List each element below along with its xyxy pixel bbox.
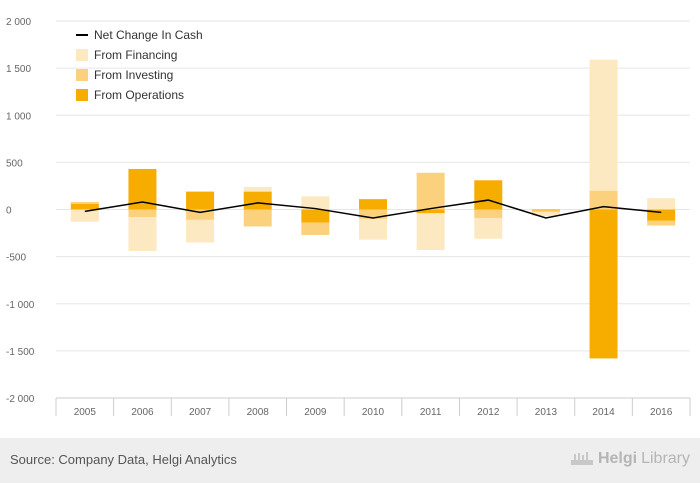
bar-from-financing — [359, 218, 387, 240]
bar-from-operations — [186, 191, 215, 210]
bar-from-operations — [531, 209, 560, 211]
y-tick-label: -500 — [6, 253, 26, 264]
y-tick-label: 0 — [6, 206, 12, 217]
brand-logo: Helgi Library — [570, 450, 690, 468]
bar-from-investing — [647, 220, 676, 226]
y-tick-label: 1 000 — [6, 111, 31, 122]
bar-from-investing — [589, 190, 618, 210]
bar-from-financing — [301, 196, 330, 210]
bar-from-investing — [70, 201, 99, 204]
bar-from-financing — [474, 217, 503, 239]
bar-from-operations — [243, 191, 272, 210]
bar-from-investing — [359, 209, 387, 219]
legend-label: From Financing — [94, 48, 177, 62]
y-tick-label: -1 500 — [6, 347, 35, 358]
x-tick-label: 2005 — [74, 407, 97, 418]
source-text: Source: Company Data, Helgi Analytics — [10, 452, 237, 467]
bar-from-financing — [531, 212, 560, 217]
bar-from-investing — [128, 209, 157, 218]
x-tick-label: 2011 — [420, 407, 442, 418]
bar-from-financing — [647, 198, 676, 210]
bar-from-investing — [416, 172, 445, 210]
bar-from-operations — [301, 209, 330, 223]
bar-from-financing — [416, 213, 445, 251]
bar-from-financing — [128, 217, 157, 251]
y-tick-label: -1 000 — [6, 300, 35, 311]
bar-from-financing — [186, 219, 215, 243]
x-tick-label: 2012 — [477, 407, 500, 418]
bar-from-financing — [243, 186, 272, 192]
x-tick-label: 2013 — [535, 407, 558, 418]
bar-from-operations — [359, 199, 387, 210]
y-tick-label: 500 — [6, 158, 23, 169]
bar-from-financing — [589, 59, 618, 191]
legend-swatch — [76, 89, 88, 101]
x-tick-label: 2008 — [247, 407, 270, 418]
bar-from-financing — [70, 209, 99, 222]
bar-from-operations — [647, 209, 676, 221]
brand-prefix: Helgi — [597, 450, 638, 467]
bar-from-investing — [186, 209, 215, 220]
legend-label: From Investing — [94, 68, 173, 82]
library-icon — [570, 452, 593, 465]
x-tick-label: 2007 — [189, 407, 212, 418]
x-tick-label: 2006 — [131, 407, 154, 418]
footer: Source: Company Data, Helgi Analytics He… — [0, 438, 700, 483]
legend-label: From Operations — [94, 88, 184, 102]
bar-from-investing — [301, 222, 330, 235]
x-tick-label: 2009 — [304, 407, 327, 418]
legend-swatch — [76, 49, 88, 61]
bar-from-operations — [474, 180, 503, 210]
bar-from-investing — [474, 209, 503, 218]
legend-swatch — [76, 69, 88, 81]
legend-label: Net Change In Cash — [94, 28, 203, 42]
brand-suffix: Library — [641, 450, 690, 467]
y-tick-label: 2 000 — [6, 17, 31, 28]
bar-from-investing — [531, 210, 560, 213]
x-tick-label: 2016 — [650, 407, 673, 418]
x-tick-label: 2014 — [592, 407, 615, 418]
bar-from-operations — [70, 203, 99, 210]
y-tick-label: -2 000 — [6, 394, 35, 405]
bar-from-operations — [416, 209, 445, 214]
y-tick-label: 1 500 — [6, 64, 31, 75]
bar-from-investing — [243, 209, 272, 227]
bar-from-operations — [589, 209, 618, 359]
x-tick-label: 2010 — [362, 407, 385, 418]
